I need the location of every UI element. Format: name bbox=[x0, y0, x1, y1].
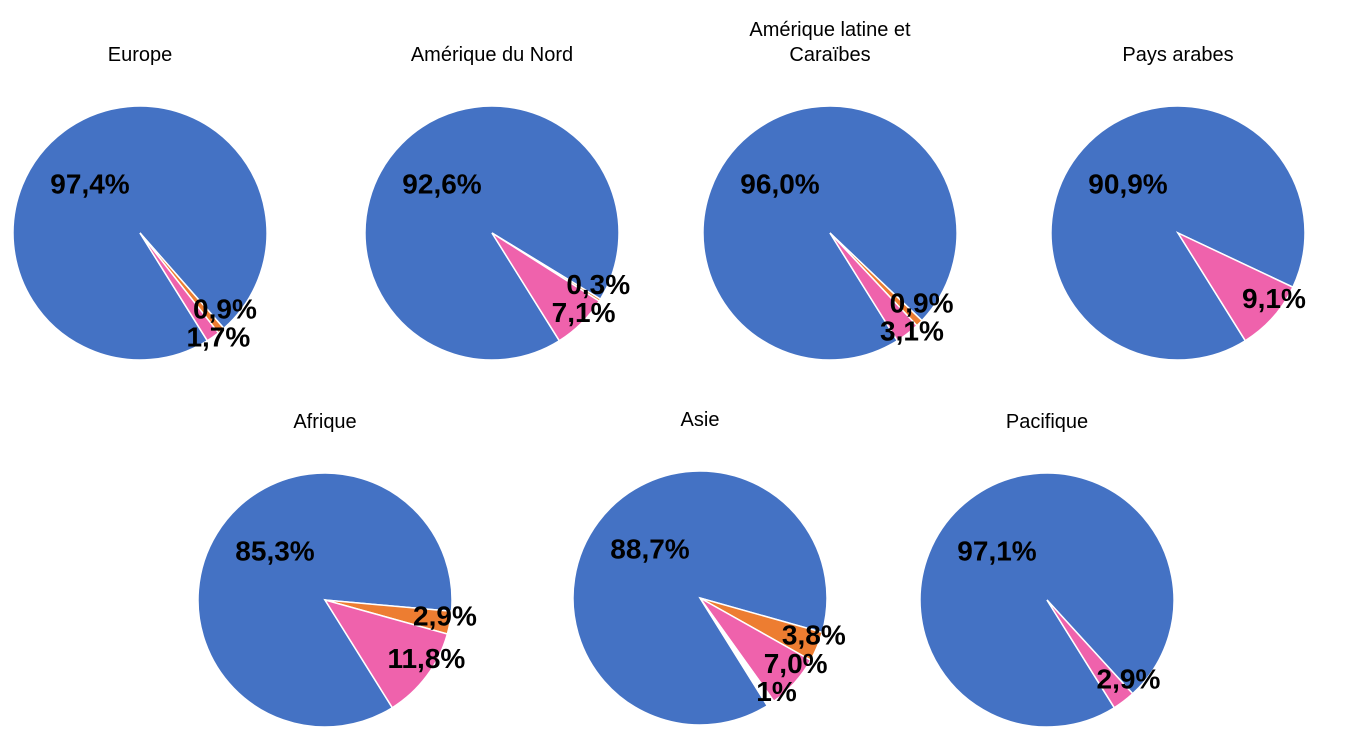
data-label: 85,3% bbox=[235, 535, 314, 566]
chart-title: Asie bbox=[680, 409, 720, 431]
chart-title: Pays arabes bbox=[1122, 44, 1234, 66]
data-label: 2,9% bbox=[413, 601, 477, 632]
pie-slice bbox=[491, 232, 601, 342]
pie-slice bbox=[829, 232, 918, 342]
data-label: 96,0% bbox=[740, 168, 819, 199]
data-label: 0,9% bbox=[193, 294, 257, 325]
data-label: 0,9% bbox=[890, 288, 954, 319]
data-label: 2,9% bbox=[1097, 663, 1161, 694]
chart-title: Europe bbox=[107, 44, 173, 66]
data-label: 7,1% bbox=[552, 297, 616, 328]
pie-slice bbox=[323, 598, 449, 709]
pie-slice bbox=[12, 105, 268, 361]
data-label: 11,8% bbox=[387, 643, 465, 674]
data-label: 90,9% bbox=[1088, 168, 1167, 199]
data-label: 1% bbox=[756, 676, 797, 707]
data-label: 92,6% bbox=[402, 168, 481, 199]
data-label: 0,3% bbox=[566, 269, 630, 300]
data-label: 3,8% bbox=[782, 619, 846, 650]
data-label: 7,0% bbox=[764, 648, 828, 679]
pie-slice bbox=[139, 232, 220, 342]
data-label: 97,1% bbox=[957, 535, 1036, 566]
data-label: 1,7% bbox=[186, 322, 250, 353]
chart-title: Afrique bbox=[293, 411, 357, 433]
chart-title: Amérique latine et Caraïbes bbox=[749, 19, 911, 66]
data-label: 97,4% bbox=[50, 168, 129, 199]
data-label: 88,7% bbox=[610, 533, 689, 564]
data-label: 9,1% bbox=[1242, 283, 1306, 314]
pie-slice bbox=[1050, 105, 1306, 361]
pie-slice bbox=[1046, 599, 1134, 709]
pie-slice bbox=[1176, 231, 1294, 342]
data-label: 3,1% bbox=[880, 316, 944, 347]
chart-title: Pacifique bbox=[1005, 411, 1089, 433]
chart-title: Amérique du Nord bbox=[410, 44, 574, 66]
pie-slice bbox=[699, 597, 775, 707]
